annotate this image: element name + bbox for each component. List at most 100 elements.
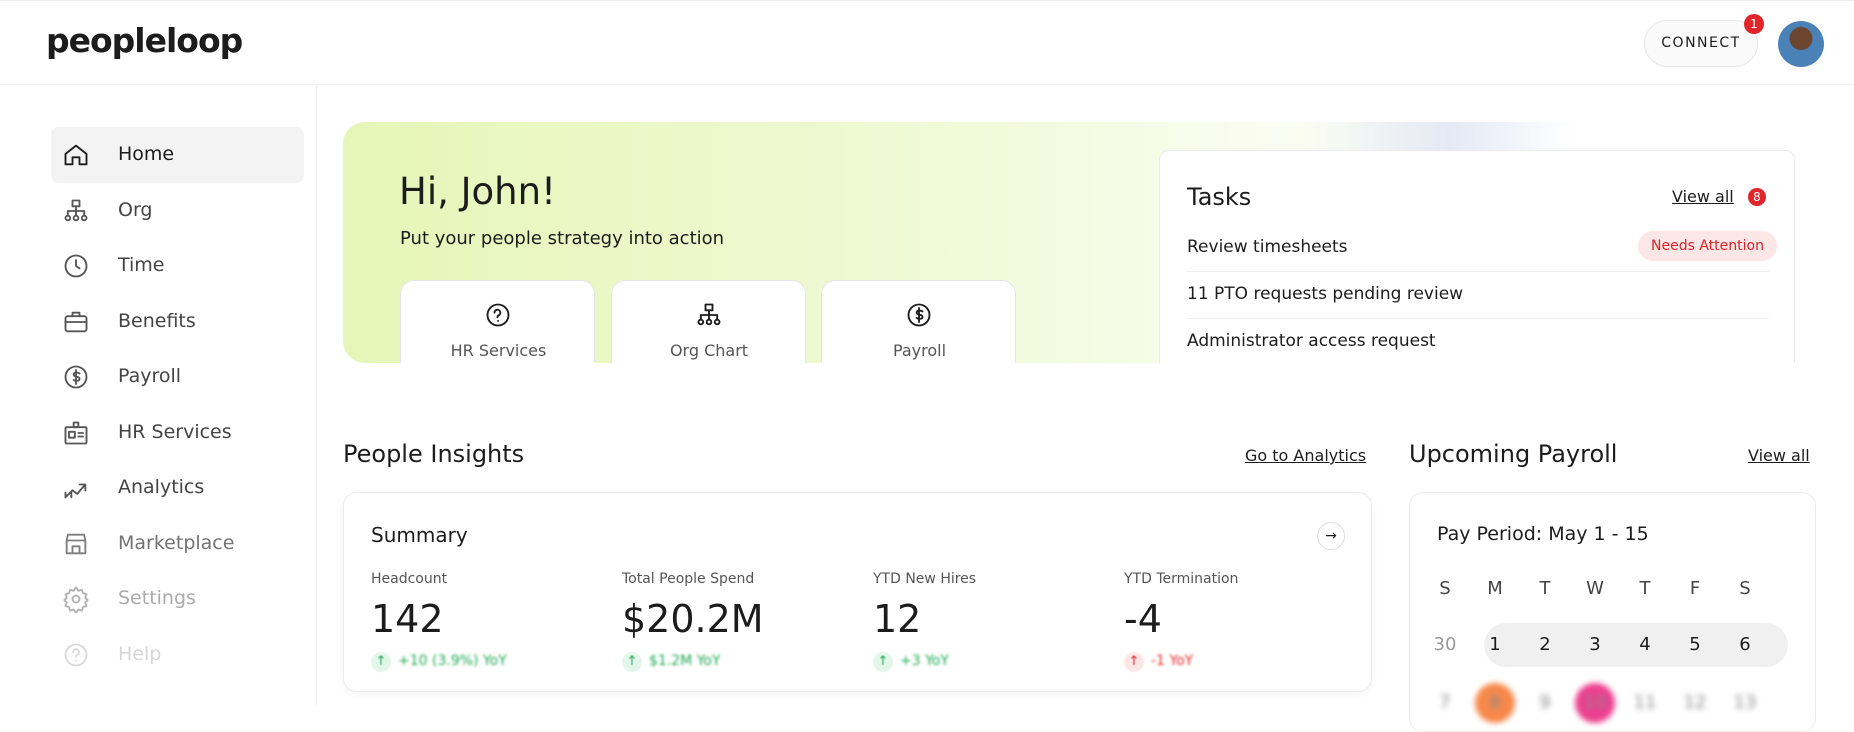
task-label[interactable]: Administrator access request [1187,331,1436,351]
quick-link-label: Payroll [892,341,947,360]
icon [62,585,90,614]
date: 6 [1739,634,1751,655]
icon [62,530,90,558]
payroll-card: Pay Period: May 1 - 15 S 30 7 M 1 8 T 2 9 W 3 10 T 4 1… [1409,492,1816,732]
metric-value: -4 [1124,597,1162,641]
metric-change: +10 (3.9%) YoY [398,653,507,669]
date: 7 [1439,692,1451,713]
notification-badge: 1 [1744,14,1764,34]
weekday: M [1487,578,1503,599]
trend-icon: ↑ [371,652,391,672]
view-all-payroll[interactable]: View all [1748,446,1810,465]
quick-link-label: HR Services [450,341,547,360]
date: 12 [1683,692,1707,713]
nav-label: Home [118,143,175,165]
quick-link[interactable]: Payroll [821,280,1016,363]
date: 5 [1689,634,1701,655]
date: 30 [1433,634,1457,655]
nav-item[interactable]: Org [51,183,304,239]
trend-icon: ↑ [873,652,893,672]
date: 13 [1733,692,1757,713]
task-count: 8 [1748,188,1766,206]
greeting: Hi, John! [399,170,556,213]
quick-link[interactable]: HR Services [400,280,595,363]
metric-label: Headcount [371,571,448,587]
task-label[interactable]: Review timesheets [1187,237,1348,257]
nav-item[interactable]: Settings [51,571,304,627]
metric-value: 12 [873,597,922,641]
go-to-analytics[interactable]: Go to Analytics [1245,446,1367,465]
nav-label: Payroll [118,365,182,387]
metric-change: -1 YoY [1151,653,1194,669]
weekday: S [1739,578,1751,599]
summary-title: Summary [371,523,468,547]
icon [62,641,90,669]
nav-item[interactable]: Analytics [51,460,304,516]
metric-change: $1.2M YoY [649,653,721,669]
nav-label: Time [118,254,165,276]
task-status: Needs Attention [1638,231,1777,261]
weekday: T [1539,578,1551,599]
date: 4 [1639,634,1651,655]
metric-label: YTD New Hires [873,571,977,587]
metric-label: YTD Termination [1124,571,1239,587]
nav-label: Help [118,642,162,665]
nav-item[interactable]: Help [51,627,304,683]
tasks-card: Tasks View all 8 Review timesheets Needs … [1159,150,1795,363]
nav-label: HR Services [118,420,232,443]
icon [695,301,723,329]
icon [62,474,90,502]
metric-value: $20.2M [622,597,764,641]
nav-item[interactable]: Benefits [51,294,304,350]
trend-icon: ↑ [1124,652,1144,672]
quick-link[interactable]: Org Chart [610,280,806,363]
icon [62,197,90,225]
nav-label: Org [118,198,153,221]
icon [62,419,90,447]
icon [62,252,90,280]
payroll-title: Upcoming Payroll [1409,440,1618,468]
summary-card: Summary → Headcount 142 ↑ +10 (3.9%) YoY Tot… [343,492,1372,692]
summary-arrow[interactable]: → [1317,522,1345,550]
icon [62,363,90,391]
icon [484,301,512,329]
nav-item[interactable]: Payroll [51,349,304,405]
nav-item[interactable]: Home [51,127,304,183]
date: 9 [1539,692,1551,713]
nav-label: Benefits [118,309,196,332]
insights-title: People Insights [343,440,525,468]
weekday: F [1689,578,1701,599]
connect-button[interactable]: CONNECT [1644,20,1758,67]
weekday: S [1439,578,1451,599]
subtitle: Put your people strategy into action [400,228,725,249]
task-label[interactable]: 11 PTO requests pending review [1187,284,1464,304]
icon [62,308,90,336]
metric-change: +3 YoY [900,653,949,669]
date: 8 [1475,683,1515,723]
date: 2 [1539,634,1551,655]
metric-value: 142 [371,597,444,641]
date: 10 [1575,683,1615,723]
sidebar: Home Org Time Benefits Payroll HR Services Ana… [0,85,317,706]
divider [1187,318,1769,319]
week-pill [1484,623,1788,667]
icon [62,141,90,169]
nav-label: Settings [118,587,196,609]
weekday: W [1586,578,1604,599]
pay-period: Pay Period: May 1 - 15 [1437,523,1649,545]
header: peopleloop CONNECT 1 [0,0,1854,85]
tasks-title: Tasks [1187,183,1252,211]
nav-item[interactable]: HR Services [51,405,304,461]
trend-icon: ↑ [622,652,642,672]
nav-item[interactable]: Marketplace [51,516,304,572]
weekday: T [1639,578,1651,599]
date: 1 [1489,634,1501,655]
avatar[interactable] [1778,21,1824,67]
view-all-tasks[interactable]: View all [1672,187,1734,206]
nav-item[interactable]: Time [51,238,304,294]
divider [1187,271,1769,272]
logo[interactable]: peopleloop [46,21,243,60]
nav-label: Analytics [118,476,205,498]
nav-label: Marketplace [118,531,235,554]
